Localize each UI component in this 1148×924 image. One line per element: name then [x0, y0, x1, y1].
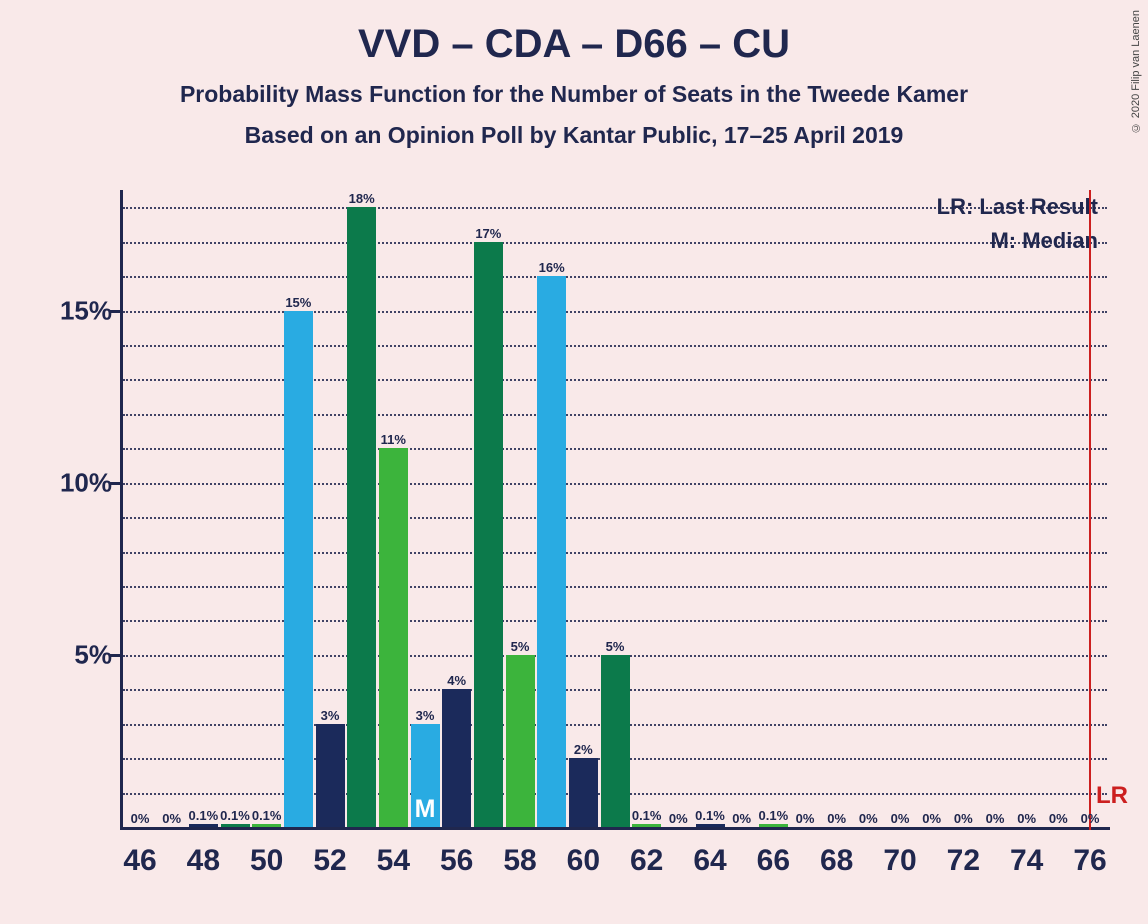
gridline — [123, 448, 1107, 450]
bar-value-label: 0% — [1081, 811, 1100, 826]
chart-title: VVD – CDA – D66 – CU — [0, 22, 1148, 67]
bar-value-label: 15% — [285, 295, 311, 310]
bar-value-label: 0% — [1017, 811, 1036, 826]
x-tick-label: 54 — [377, 844, 410, 878]
bar — [379, 448, 408, 827]
bar-value-label: 0% — [986, 811, 1005, 826]
bar — [252, 824, 281, 827]
bar — [506, 655, 535, 827]
bar-value-label: 0% — [162, 811, 181, 826]
bar — [632, 824, 661, 827]
bar-value-label: 0% — [1049, 811, 1068, 826]
bar-value-label: 5% — [606, 639, 625, 654]
title-block: VVD – CDA – D66 – CU Probability Mass Fu… — [0, 0, 1148, 149]
bar — [696, 824, 725, 827]
bar — [189, 824, 218, 827]
bar-value-label: 0% — [954, 811, 973, 826]
bar — [474, 242, 503, 827]
bar — [601, 655, 630, 827]
gridline — [123, 242, 1107, 244]
bar-value-label: 0% — [796, 811, 815, 826]
y-tick-label: 15% — [60, 295, 112, 326]
gridline — [123, 276, 1107, 278]
bar — [759, 824, 788, 827]
bar-value-label: 0.1% — [189, 808, 219, 823]
bar-value-label: 0.1% — [695, 808, 725, 823]
gridline — [123, 620, 1107, 622]
bar — [569, 758, 598, 827]
last-result-label: LR — [1096, 782, 1128, 810]
gridline — [123, 379, 1107, 381]
bar-value-label: 0.1% — [252, 808, 282, 823]
bar-value-label: 0% — [827, 811, 846, 826]
x-tick-label: 74 — [1010, 844, 1043, 878]
x-tick-label: 64 — [693, 844, 726, 878]
bar-value-label: 16% — [539, 260, 565, 275]
y-tick-mark — [110, 310, 120, 313]
chart-subtitle-2: Based on an Opinion Poll by Kantar Publi… — [0, 122, 1148, 149]
bar-value-label: 0.1% — [759, 808, 789, 823]
gridline — [123, 345, 1107, 347]
bar-value-label: 11% — [381, 432, 406, 447]
x-tick-label: 48 — [187, 844, 220, 878]
bar-value-label: 18% — [349, 191, 375, 206]
bar-value-label: 0% — [131, 811, 150, 826]
bar-value-label: 0% — [732, 811, 751, 826]
bar-value-label: 0% — [669, 811, 688, 826]
bar-value-label: 4% — [447, 673, 466, 688]
bar-value-label: 3% — [321, 708, 340, 723]
bar-value-label: 0% — [859, 811, 878, 826]
bar — [347, 207, 376, 827]
bar — [221, 824, 250, 827]
bar — [537, 276, 566, 827]
legend: LR: Last Result M: Median — [937, 194, 1098, 262]
bar-value-label: 3% — [416, 708, 435, 723]
bar — [442, 689, 471, 827]
x-tick-label: 58 — [503, 844, 536, 878]
bar — [316, 724, 345, 827]
bar-value-label: 5% — [511, 639, 530, 654]
copyright-text: © 2020 Filip van Laenen — [1130, 10, 1142, 133]
bar-value-label: 0% — [922, 811, 941, 826]
y-tick-label: 10% — [60, 467, 112, 498]
gridline — [123, 586, 1107, 588]
x-tick-label: 70 — [883, 844, 916, 878]
y-axis — [120, 190, 123, 830]
bar-value-label: 0.1% — [220, 808, 250, 823]
last-result-line — [1089, 190, 1091, 830]
bar-value-label: 0.1% — [632, 808, 662, 823]
gridline — [123, 552, 1107, 554]
pmf-bar-chart: LR: Last Result M: Median 5%10%15%464850… — [120, 190, 1110, 830]
bar-value-label: 17% — [475, 226, 501, 241]
chart-subtitle-1: Probability Mass Function for the Number… — [0, 81, 1148, 108]
gridline — [123, 414, 1107, 416]
x-tick-label: 50 — [250, 844, 283, 878]
x-tick-label: 52 — [313, 844, 346, 878]
x-tick-label: 46 — [123, 844, 156, 878]
x-axis — [120, 827, 1110, 830]
x-tick-label: 76 — [1073, 844, 1106, 878]
y-tick-mark — [110, 482, 120, 485]
x-tick-label: 56 — [440, 844, 473, 878]
x-tick-label: 66 — [757, 844, 790, 878]
y-tick-label: 5% — [74, 639, 112, 670]
bar — [284, 311, 313, 827]
gridline — [123, 207, 1107, 209]
gridline — [123, 483, 1107, 485]
median-marker: M — [415, 795, 436, 824]
y-tick-mark — [110, 654, 120, 657]
bar-value-label: 0% — [891, 811, 910, 826]
x-tick-label: 68 — [820, 844, 853, 878]
bar-value-label: 2% — [574, 742, 593, 757]
x-tick-label: 72 — [947, 844, 980, 878]
x-tick-label: 60 — [567, 844, 600, 878]
x-tick-label: 62 — [630, 844, 663, 878]
gridline — [123, 311, 1107, 313]
gridline — [123, 517, 1107, 519]
